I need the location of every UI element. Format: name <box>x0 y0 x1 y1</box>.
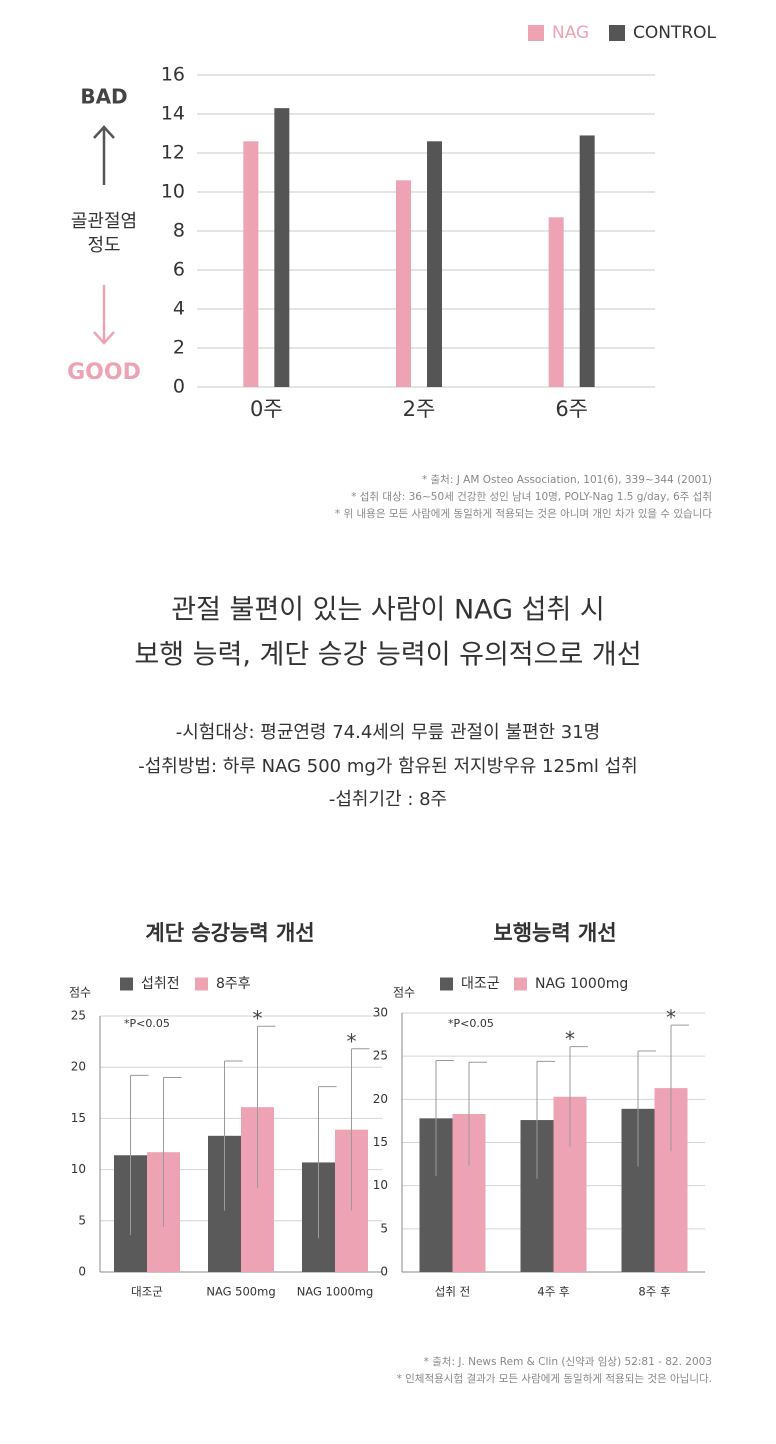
legend-label: 8주후 <box>216 976 251 992</box>
y-label: 골관절염 <box>71 211 137 232</box>
bar <box>274 108 290 388</box>
legend-label: NAG <box>552 23 589 43</box>
y-tick-label: 5 <box>78 1213 86 1227</box>
significance-marker: * <box>347 1029 357 1053</box>
arrow-up-head <box>93 125 115 139</box>
x-tick-label: NAG 500mg <box>206 1285 275 1299</box>
legend-swatch <box>528 25 544 41</box>
note: * 출처: J. News Rem & Clin (신약과 임상) 52:81 … <box>424 1355 712 1368</box>
x-tick-label: 4주 후 <box>537 1285 569 1299</box>
y-tick-label: 20 <box>373 1092 388 1106</box>
y-tick-label: 15 <box>373 1135 388 1149</box>
x-tick-label: 0주 <box>250 397 283 421</box>
y-tick-label: 4 <box>173 298 185 320</box>
annotation: *P<0.05 <box>448 1017 494 1030</box>
y-tick-label: 2 <box>173 337 185 359</box>
y-tick-label: 20 <box>71 1060 86 1074</box>
x-tick-label: NAG 1000mg <box>297 1285 374 1299</box>
y-label: 점수 <box>69 986 91 1000</box>
bar <box>427 141 442 387</box>
chart-title: 보행능력 개선 <box>493 921 616 945</box>
legend-label: 대조군 <box>461 976 500 992</box>
note: * 섭취 대상: 36~50세 건강한 성인 남녀 10명, POLY-Nag … <box>351 491 712 503</box>
x-tick-label: 8주 후 <box>638 1285 670 1299</box>
x-tick-label: 대조군 <box>131 1285 163 1299</box>
legend-swatch <box>440 977 453 991</box>
y-tick-label: 8 <box>173 220 185 242</box>
y-tick-label: 30 <box>373 1006 388 1020</box>
y-tick-label: 25 <box>71 1009 86 1023</box>
y-tick-label: 5 <box>380 1221 388 1235</box>
legend-swatch <box>514 977 527 991</box>
y-tick-label: 6 <box>173 259 185 281</box>
note: * 위 내용은 모든 사람에게 동일하게 적용되는 것은 아니며 개인 차가 있… <box>335 507 712 520</box>
significance-marker: * <box>666 1006 676 1030</box>
significance-marker: * <box>565 1027 575 1051</box>
bar <box>243 141 259 387</box>
y-tick-label: 10 <box>161 181 185 203</box>
detail: -섭취기간 : 8주 <box>329 789 447 810</box>
legend-swatch <box>195 977 208 991</box>
arrow-down-head <box>93 331 115 345</box>
y-tick-label: 0 <box>173 376 185 398</box>
x-tick-label: 섭취 전 <box>435 1285 470 1299</box>
y-tick-label: 15 <box>71 1111 86 1125</box>
legend-label: 섭취전 <box>141 976 180 992</box>
y-top-label: BAD <box>80 85 127 109</box>
y-tick-label: 25 <box>373 1049 388 1063</box>
bar <box>579 135 595 387</box>
bar <box>548 217 564 387</box>
note: * 인체적용시험 결과가 모든 사람에게 동일하게 적용되는 것은 아닙니다. <box>397 1372 712 1385</box>
y-tick-label: 16 <box>161 64 185 86</box>
x-tick-label: 6주 <box>555 397 588 421</box>
detail: -섭취방법: 하루 NAG 500 mg가 함유된 저지방우유 125ml 섭취 <box>138 756 637 777</box>
detail: -시험대상: 평균연령 74.4세의 무릎 관절이 불편한 31명 <box>176 722 601 743</box>
legend-label: CONTROL <box>633 23 717 43</box>
legend-label: NAG 1000mg <box>535 976 628 992</box>
legend-swatch <box>609 25 625 41</box>
y-label: 점수 <box>393 986 415 1000</box>
chart-title: 계단 승강능력 개선 <box>145 921 314 945</box>
y-bottom-label: GOOD <box>67 360 141 385</box>
significance-marker: * <box>253 1007 263 1031</box>
y-tick-label: 10 <box>373 1178 388 1192</box>
y-label: 정도 <box>87 235 120 256</box>
y-tick-label: 0 <box>380 1265 388 1279</box>
headline: 관절 불편이 있는 사람이 NAG 섭취 시 <box>171 595 605 626</box>
x-tick-label: 2주 <box>403 397 436 421</box>
headline: 보행 능력, 계단 승강 능력이 유의적으로 개선 <box>134 640 641 671</box>
note: * 출처: J AM Osteo Association, 101(6), 33… <box>422 474 712 486</box>
y-tick-label: 0 <box>78 1265 86 1279</box>
y-tick-label: 12 <box>161 142 185 164</box>
y-tick-label: 14 <box>161 103 185 125</box>
annotation: *P<0.05 <box>124 1017 170 1030</box>
bar <box>396 180 411 387</box>
legend-swatch <box>120 977 133 991</box>
y-tick-label: 10 <box>71 1162 86 1176</box>
